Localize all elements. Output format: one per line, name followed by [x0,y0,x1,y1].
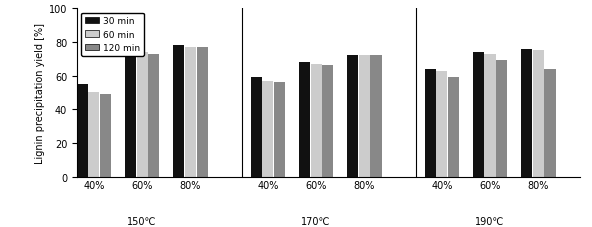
Text: 190℃: 190℃ [475,216,505,226]
Bar [533,51,544,177]
Bar [250,78,262,177]
Bar [185,48,196,177]
Bar [496,61,507,177]
Bar [77,85,88,177]
Bar [322,66,333,177]
Bar [148,54,159,177]
Bar [484,54,496,177]
Y-axis label: Lignin precipitation yield [%]: Lignin precipitation yield [%] [35,23,45,163]
Text: 150℃: 150℃ [127,216,157,226]
Legend: 30 min, 60 min, 120 min: 30 min, 60 min, 120 min [82,14,144,57]
Bar [88,93,99,177]
Bar [137,53,148,177]
Bar [371,56,382,177]
Bar [448,78,459,177]
Bar [299,63,310,177]
Bar [424,69,436,177]
Bar [125,53,136,177]
Bar [359,56,370,177]
Bar [197,48,208,177]
Bar [311,64,321,177]
Bar [262,81,274,177]
Bar [436,71,448,177]
Bar [347,56,358,177]
Bar [274,83,285,177]
Bar [521,49,532,177]
Bar [100,95,111,177]
Text: 170℃: 170℃ [301,216,331,226]
Bar [545,69,555,177]
Bar [173,46,184,177]
Bar [473,53,484,177]
